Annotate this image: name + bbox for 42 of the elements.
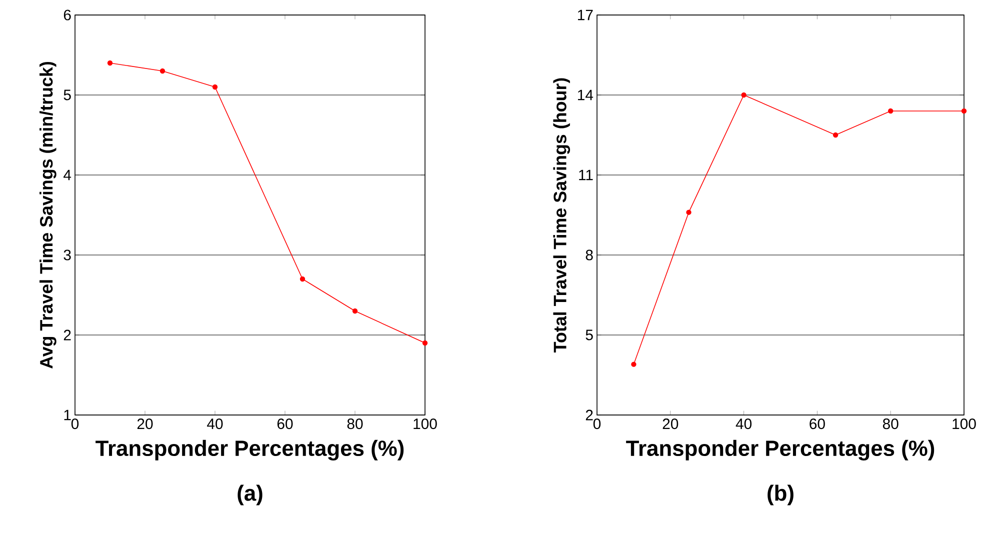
x-tick-label: 60: [810, 418, 825, 430]
point: [686, 210, 692, 215]
y-tick-label: 14: [578, 90, 594, 100]
text: (b): [768, 484, 794, 506]
point: [300, 276, 306, 282]
y-tick-label: 1: [64, 410, 71, 420]
x-tick-label: 100: [952, 418, 976, 430]
point: [352, 308, 358, 314]
y-tick-label: 2: [64, 330, 71, 340]
y-tick-label: 8: [586, 250, 593, 260]
x-tick-label: 40: [736, 418, 752, 430]
y-axis-title: Avg Travel Time Savings (min/truck): [40, 62, 56, 369]
y-axis-title: Total Travel Time Savings (hour): [553, 78, 570, 352]
x-tick-label: 0: [593, 418, 601, 430]
point: [888, 108, 894, 114]
text: (a): [238, 484, 262, 506]
x-tick-label: 0: [71, 418, 79, 430]
y-tick-label: 5: [64, 90, 71, 100]
point: [832, 132, 838, 138]
x-tick-label: 20: [137, 418, 153, 430]
y-tick-label: 3: [64, 250, 71, 260]
x-tick-label: 80: [882, 418, 898, 430]
point: [422, 340, 428, 346]
x-tick-label: 20: [662, 418, 678, 430]
x-axis-title: Transponder Percentages (%): [96, 440, 404, 460]
x-axis-title: Transponder Percentages (%): [626, 440, 934, 460]
point: [631, 362, 636, 367]
point: [107, 60, 113, 66]
x-tick-label: 80: [347, 418, 363, 430]
point: [160, 68, 166, 74]
y-tick-label: 17: [578, 10, 593, 20]
y-tick-label: 4: [64, 170, 72, 180]
point: [212, 84, 218, 90]
y-tick-label: 5: [586, 330, 593, 340]
x-tick-label: 40: [207, 418, 223, 430]
y-tick-label: 2: [586, 410, 593, 420]
x-tick-label: 100: [414, 418, 437, 430]
point: [741, 92, 746, 98]
x-tick-label: 60: [277, 418, 293, 430]
y-tick-label: 6: [64, 10, 71, 20]
point: [961, 108, 967, 114]
y-tick-label: 11: [579, 170, 593, 180]
